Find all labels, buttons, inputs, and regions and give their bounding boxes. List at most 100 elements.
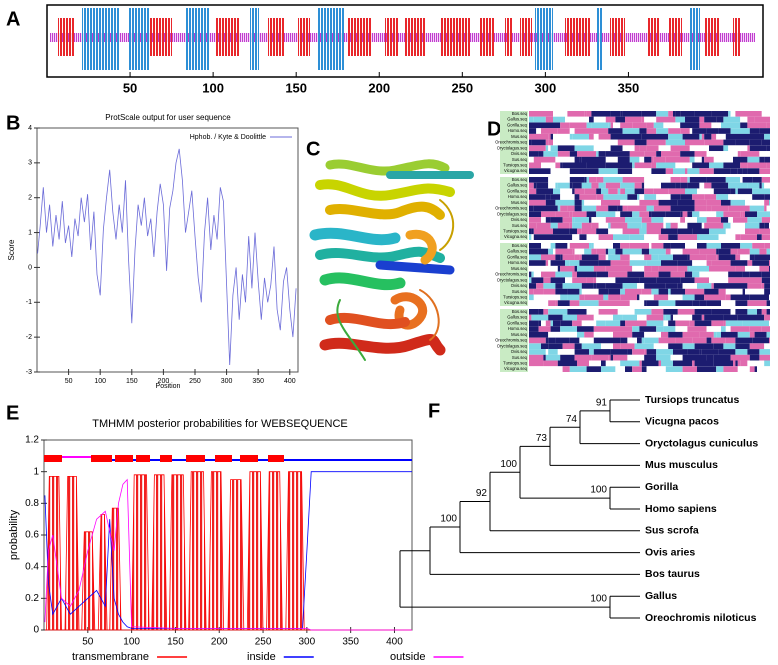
alignment-cell <box>598 300 613 306</box>
sequence-name: Ovis.seq <box>511 349 528 354</box>
alignment-cell <box>747 168 760 174</box>
alignment-cell <box>651 162 657 169</box>
alignment-cell <box>713 283 733 289</box>
alignment-cell <box>548 349 558 355</box>
alignment-cell <box>557 205 561 212</box>
alignment-cell <box>721 199 731 206</box>
panel-label: C <box>306 138 320 160</box>
alignment-cell <box>596 228 609 235</box>
alignment-cell <box>529 277 532 284</box>
alignment-cell <box>529 320 539 327</box>
alignment-cell <box>610 133 625 140</box>
alignment-cell <box>613 314 623 321</box>
alignment-cell <box>699 116 705 123</box>
alignment-cell <box>699 122 712 129</box>
alignment-cell <box>735 234 741 240</box>
alignment-cell <box>656 326 664 332</box>
alignment-cell <box>555 182 558 189</box>
alignment-cell <box>637 288 642 295</box>
alignment-cell <box>759 354 770 361</box>
alignment-cell <box>728 271 743 278</box>
alignment-cell <box>593 243 613 249</box>
alignment-cell <box>613 194 628 200</box>
alignment-cell <box>721 168 731 174</box>
alignment-cell <box>745 326 750 332</box>
alignment-cell <box>601 366 616 372</box>
helix-segment <box>268 18 285 56</box>
alignment-cell <box>745 228 760 235</box>
alignment-cell <box>661 277 681 284</box>
alignment-cell <box>598 288 609 295</box>
alignment-cell <box>718 128 731 134</box>
alignment-cell <box>567 111 585 117</box>
alignment-cell <box>639 145 647 152</box>
sequence-name: Mus.seq <box>511 134 527 139</box>
alignment-cell <box>745 277 762 284</box>
alignment-cell <box>709 162 724 169</box>
alignment-cell <box>637 314 647 321</box>
panel-label: B <box>6 112 20 134</box>
alignment-cell <box>581 182 592 189</box>
alignment-cell <box>747 360 750 367</box>
alignment-cell <box>687 326 707 332</box>
alignment-cell <box>533 234 553 240</box>
alignment-cell <box>673 314 693 321</box>
alignment-cell <box>572 217 575 223</box>
alignment-cell <box>711 337 726 344</box>
alignment-cell <box>730 309 736 315</box>
alignment-cell <box>735 360 738 367</box>
alignment-cell <box>533 156 541 163</box>
sequence-name: Gorilla.seq <box>507 188 528 193</box>
alignment-cell <box>680 122 700 129</box>
alignment-cell <box>625 217 642 223</box>
alignment-cell <box>617 168 625 174</box>
alignment-cell <box>641 217 652 223</box>
sequence-name: Bos.seq <box>512 243 528 248</box>
alignment-cell <box>713 331 717 338</box>
alignment-cell <box>622 314 637 321</box>
alignment-cell <box>692 260 707 266</box>
alignment-cell <box>733 217 748 223</box>
alignment-cell <box>644 156 652 163</box>
alignment-cell <box>569 122 587 129</box>
alignment-cell <box>569 260 580 266</box>
alignment-cell <box>656 111 669 117</box>
alignment-cell <box>529 283 537 289</box>
alignment-cell <box>615 277 625 284</box>
alignment-cell <box>735 254 741 261</box>
alignment-cell <box>529 234 532 240</box>
alignment-cell <box>545 260 549 266</box>
alignment-cell <box>656 116 676 123</box>
alignment-cell <box>704 222 724 229</box>
alignment-cell <box>749 294 769 301</box>
alignment-cell <box>610 260 630 266</box>
alignment-cell <box>538 309 541 315</box>
leaf-label: Mus musculus <box>645 459 718 471</box>
alignment-cell <box>757 288 765 295</box>
alignment-cell <box>716 254 719 261</box>
alignment-cell <box>668 111 673 117</box>
alignment-cell <box>548 300 556 306</box>
alignment-cell <box>680 111 695 117</box>
helix-segment <box>733 18 740 56</box>
sequence-name: Oreochromis.seq <box>495 338 528 343</box>
alignment-cell <box>641 116 645 123</box>
alignment-cell <box>764 283 770 289</box>
alignment-cell <box>560 326 577 332</box>
alignment-cell <box>694 309 712 315</box>
alignment-cell <box>740 234 757 240</box>
alignment-cell <box>637 294 640 301</box>
alignment-cell <box>541 128 558 134</box>
name-column <box>500 177 528 240</box>
sequence-name: Mus.seq <box>511 266 527 271</box>
alignment-cell <box>721 360 733 367</box>
alignment-cell <box>713 168 721 174</box>
alignment-cell <box>766 205 770 212</box>
alignment-cell <box>711 260 731 266</box>
alignment-cell <box>581 199 585 206</box>
alignment-cell <box>670 248 683 255</box>
alignment-cell <box>685 168 688 174</box>
alignment-cell <box>560 294 568 301</box>
alignment-cell <box>605 248 609 255</box>
alignment-cell <box>737 366 750 372</box>
